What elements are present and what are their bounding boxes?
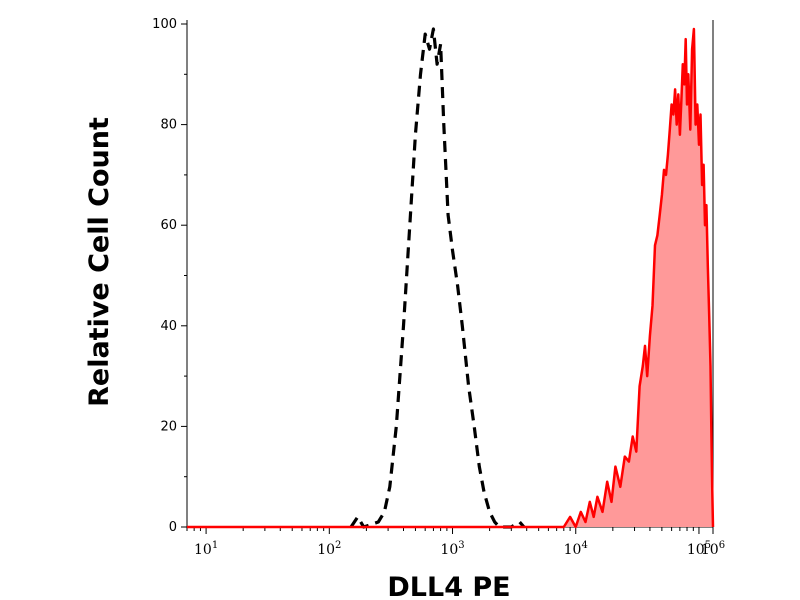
x-tick-label: 104 bbox=[564, 540, 588, 558]
series-1-fill bbox=[187, 29, 713, 527]
x-tick-label: 101 bbox=[194, 540, 218, 558]
y-tick-label: 80 bbox=[160, 118, 177, 133]
x-tick-label: 105 bbox=[687, 540, 711, 558]
y-tick-label: 40 bbox=[160, 319, 177, 334]
x-axis-title: DLL4 PE bbox=[387, 572, 510, 600]
y-axis-title: Relative Cell Count bbox=[84, 117, 115, 407]
x-tick-label: 103 bbox=[440, 540, 464, 558]
y-tick-label: 60 bbox=[160, 218, 177, 233]
series-0-line bbox=[349, 27, 526, 529]
series-layer bbox=[187, 27, 715, 529]
series-1-line bbox=[187, 27, 715, 529]
y-tick-label: 0 bbox=[169, 520, 177, 535]
x-tick-label: 102 bbox=[317, 540, 341, 558]
y-tick-label: 20 bbox=[160, 419, 177, 434]
y-tick-label: 100 bbox=[152, 17, 177, 32]
x-tick-label: 106 bbox=[701, 540, 725, 558]
y-axis-ticks: 0 20 40 60 80 100 bbox=[152, 17, 187, 535]
